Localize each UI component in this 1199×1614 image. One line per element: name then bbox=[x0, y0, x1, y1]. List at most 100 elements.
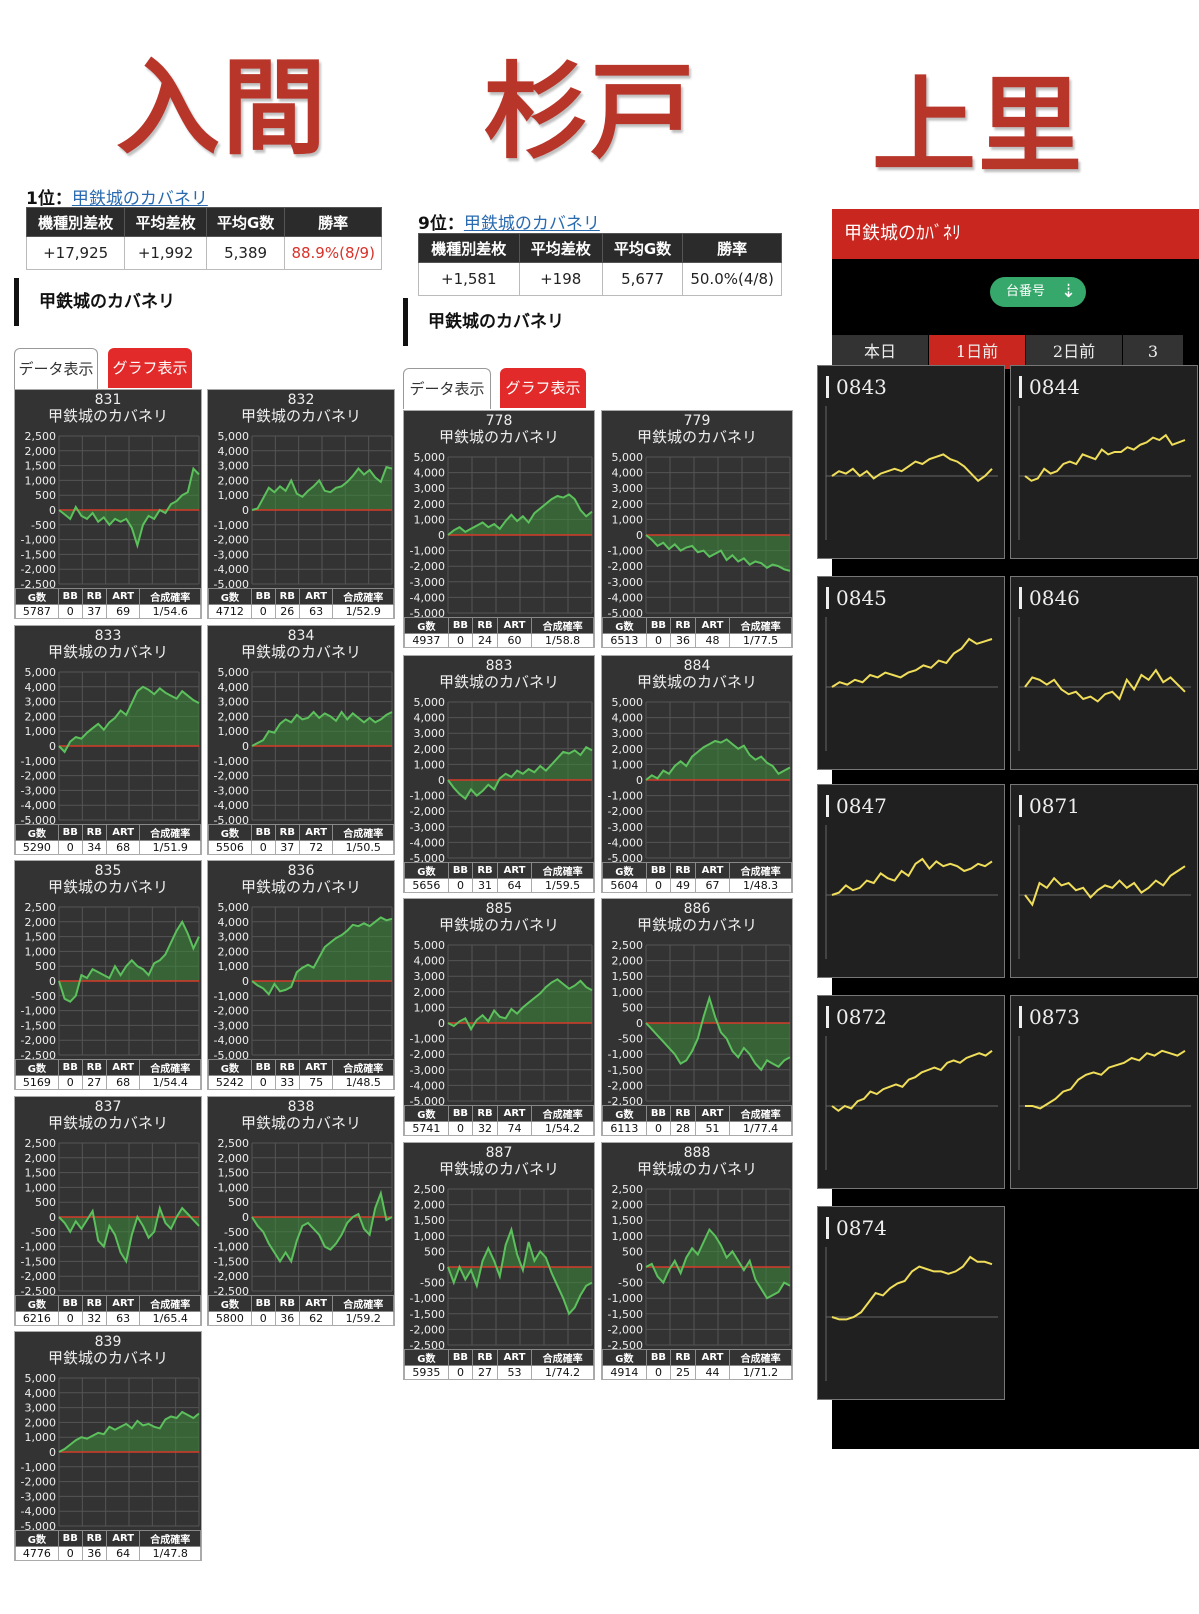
tab-graph-display[interactable]: グラフ表示 bbox=[108, 348, 192, 388]
win-rate-cell: 88.9%(8/9) bbox=[285, 237, 382, 270]
stat-header: ART bbox=[695, 1106, 729, 1122]
day-tab[interactable]: 1日前 bbox=[929, 335, 1026, 369]
y-tick-label: 3,000 bbox=[25, 696, 57, 709]
machine-chart-card[interactable]: 833 甲鉄城のカバネリ 5,000 4,000 3,000 2,000 1,000 0 -1,… bbox=[14, 625, 202, 855]
y-tick-label: -1,500 bbox=[21, 1019, 56, 1032]
machine-stats-table: G数 BB RB ART 合成確率 5242 0 33 75 1/48.5 bbox=[208, 1059, 394, 1089]
y-tick-label: -3,000 bbox=[410, 576, 445, 589]
machine-chart-card[interactable]: 778 甲鉄城のカバネリ 5,000 4,000 3,000 2,000 1,000 0 -1,… bbox=[403, 410, 595, 648]
machine-chart-card[interactable]: 835 甲鉄城のカバネリ 2,500 2,000 1,500 1,000 500 0 -500 -… bbox=[14, 860, 202, 1090]
y-tick-label: 3,000 bbox=[612, 482, 644, 495]
tab-graph-display[interactable]: グラフ表示 bbox=[500, 368, 586, 408]
kamisato-machine-card[interactable]: 0872 bbox=[817, 995, 1005, 1189]
stat-value: 0 bbox=[646, 879, 670, 893]
stat-header: 合成確率 bbox=[730, 618, 792, 634]
machine-chart-card[interactable]: 839 甲鉄城のカバネリ 5,000 4,000 3,000 2,000 1,000 0 -1,… bbox=[14, 1331, 202, 1561]
stat-header: ART bbox=[106, 1296, 140, 1312]
graph-svg bbox=[1011, 577, 1199, 771]
machine-chart-card[interactable]: 837 甲鉄城のカバネリ 2,500 2,000 1,500 1,000 500 0 -500 -… bbox=[14, 1096, 202, 1326]
y-tick-label: -3,000 bbox=[214, 784, 249, 797]
tab-data-display[interactable]: データ表示 bbox=[14, 348, 98, 389]
stat-value: 68 bbox=[106, 841, 140, 855]
stat-header: ART bbox=[695, 618, 729, 634]
stat-header: 合成確率 bbox=[140, 589, 201, 605]
y-tick-label: 5,000 bbox=[218, 666, 250, 679]
stat-value: 62 bbox=[299, 1312, 333, 1326]
y-tick-label: -1,000 bbox=[410, 1292, 445, 1305]
stat-value: 72 bbox=[299, 841, 333, 855]
stat-header: RB bbox=[671, 863, 696, 879]
day-tab[interactable]: 3 bbox=[1123, 335, 1184, 369]
y-tick-label: -1,500 bbox=[608, 1064, 643, 1077]
y-tick-label: 2,500 bbox=[25, 901, 57, 914]
y-tick-label: 3,000 bbox=[414, 727, 446, 740]
machine-chart-card[interactable]: 832 甲鉄城のカバネリ 5,000 4,000 3,000 2,000 1,000 0 -1,… bbox=[207, 389, 395, 619]
sort-button[interactable]: 台番号 ⇣ bbox=[990, 277, 1086, 307]
stat-header: ART bbox=[695, 863, 729, 879]
y-tick-label: 1,000 bbox=[612, 986, 644, 999]
kamisato-machine-card[interactable]: 0847 bbox=[817, 784, 1005, 978]
y-tick-label: 2,000 bbox=[218, 710, 250, 723]
rank-line-left: 1位：甲鉄城のカバネリ bbox=[26, 184, 208, 209]
machine-chart-card[interactable]: 836 甲鉄城のカバネリ 5,000 4,000 3,000 2,000 1,000 0 -1,… bbox=[207, 860, 395, 1090]
stat-header: ART bbox=[299, 825, 333, 841]
stat-header: BB bbox=[646, 1350, 670, 1366]
stat-value: 5800 bbox=[209, 1312, 252, 1326]
machine-chart-card[interactable]: 834 甲鉄城のカバネリ 5,000 4,000 3,000 2,000 1,000 0 -1,… bbox=[207, 625, 395, 855]
y-tick-label: 1,000 bbox=[612, 513, 644, 526]
stat-header: G数 bbox=[405, 618, 449, 634]
y-tick-label: 4,000 bbox=[218, 916, 250, 929]
kamisato-machine-card[interactable]: 0843 bbox=[817, 365, 1005, 559]
kamisato-machine-card[interactable]: 0874 bbox=[817, 1206, 1005, 1400]
kamisato-machine-card[interactable]: 0845 bbox=[817, 576, 1005, 770]
stat-header: RB bbox=[473, 1106, 498, 1122]
machine-chart-card[interactable]: 838 甲鉄城のカバネリ 2,500 2,000 1,500 1,000 500 0 -500 -… bbox=[207, 1096, 395, 1326]
machine-chart-card[interactable]: 887 甲鉄城のカバネリ 2,500 2,000 1,500 1,000 500 0 -500 -… bbox=[403, 1142, 595, 1380]
machine-link[interactable]: 甲鉄城のカバネリ bbox=[72, 189, 208, 209]
y-tick-label: -1,000 bbox=[214, 755, 249, 768]
kamisato-machine-card[interactable]: 0846 bbox=[1010, 576, 1198, 770]
stat-header: 合成確率 bbox=[730, 1350, 792, 1366]
y-tick-label: 0 bbox=[438, 774, 445, 787]
stat-value: 5290 bbox=[16, 841, 59, 855]
day-tab[interactable]: 本日 bbox=[832, 335, 929, 369]
stat-value: 27 bbox=[473, 1366, 498, 1380]
y-tick-label: -500 bbox=[31, 990, 56, 1003]
y-tick-label: 1,000 bbox=[218, 489, 250, 502]
y-tick-label: 4,000 bbox=[25, 681, 57, 694]
stat-header: RB bbox=[275, 825, 299, 841]
day-tab[interactable]: 2日前 bbox=[1026, 335, 1123, 369]
kamisato-machine-card[interactable]: 0871 bbox=[1010, 784, 1198, 978]
y-tick-label: -1,500 bbox=[410, 1308, 445, 1321]
stat-header: 合成確率 bbox=[532, 863, 594, 879]
kamisato-machine-card[interactable]: 0873 bbox=[1010, 995, 1198, 1189]
machine-chart-card[interactable]: 885 甲鉄城のカバネリ 5,000 4,000 3,000 2,000 1,000 0 -1,… bbox=[403, 898, 595, 1136]
y-tick-label: -1,000 bbox=[214, 990, 249, 1003]
y-tick-label: -500 bbox=[420, 1277, 445, 1290]
machine-chart-card[interactable]: 888 甲鉄城のカバネリ 2,500 2,000 1,500 1,000 500 0 -500 -… bbox=[601, 1142, 793, 1380]
machine-chart-card[interactable]: 883 甲鉄城のカバネリ 5,000 4,000 3,000 2,000 1,000 0 -1,… bbox=[403, 655, 595, 893]
graph-svg bbox=[818, 996, 1006, 1190]
graph-svg bbox=[1011, 366, 1199, 560]
kamisato-machine-card[interactable]: 0844 bbox=[1010, 365, 1198, 559]
y-tick-label: 0 bbox=[242, 504, 249, 517]
machine-chart-card[interactable]: 884 甲鉄城のカバネリ 5,000 4,000 3,000 2,000 1,000 0 -1,… bbox=[601, 655, 793, 893]
y-tick-label: 2,000 bbox=[25, 1152, 57, 1165]
tab-data-display[interactable]: データ表示 bbox=[403, 368, 491, 409]
stat-value: 74 bbox=[497, 1122, 531, 1136]
stat-value: 1/52.9 bbox=[333, 605, 394, 619]
stat-header: G数 bbox=[209, 825, 252, 841]
machine-chart-card[interactable]: 779 甲鉄城のカバネリ 5,000 4,000 3,000 2,000 1,000 0 -1,… bbox=[601, 410, 793, 648]
machine-link[interactable]: 甲鉄城のカバネリ bbox=[464, 214, 600, 234]
stat-value: 0 bbox=[251, 1076, 275, 1090]
machine-chart-card[interactable]: 831 甲鉄城のカバネリ 2,500 2,000 1,500 1,000 500 0 -500 -… bbox=[14, 389, 202, 619]
stat-value: 5506 bbox=[209, 841, 252, 855]
machine-stats-table: G数 BB RB ART 合成確率 6216 0 32 63 1/65.4 bbox=[15, 1295, 201, 1325]
machine-chart-card[interactable]: 886 甲鉄城のカバネリ 2,500 2,000 1,500 1,000 500 0 -500 -… bbox=[601, 898, 793, 1136]
y-tick-label: -3,000 bbox=[214, 1019, 249, 1032]
graph-line bbox=[1025, 670, 1185, 701]
y-tick-label: 4,000 bbox=[218, 681, 250, 694]
stat-value: 31 bbox=[473, 879, 498, 893]
graph-svg bbox=[818, 1207, 1006, 1401]
y-tick-label: -1,000 bbox=[608, 790, 643, 803]
